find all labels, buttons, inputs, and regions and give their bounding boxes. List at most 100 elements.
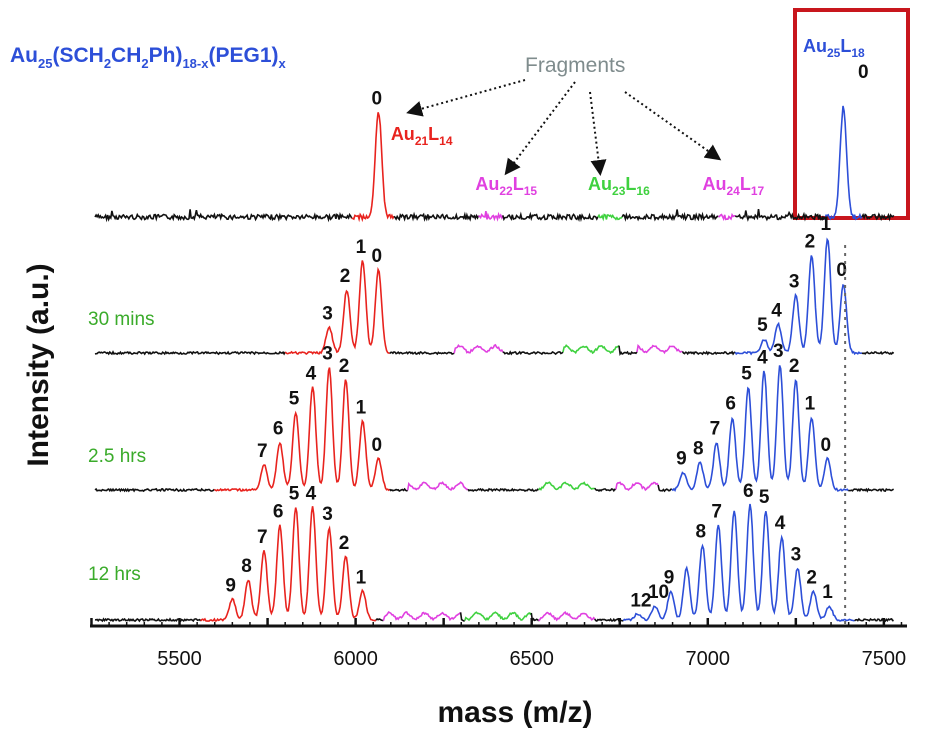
box-label-part: L	[840, 36, 851, 56]
peak-label: 6	[725, 394, 736, 415]
peak-label: 4	[775, 513, 786, 534]
fragment-label-part: Au	[475, 174, 499, 194]
spectrum-segment	[657, 484, 672, 493]
peak-label: 2	[805, 231, 816, 252]
spectrum-segment	[538, 481, 595, 491]
time-label: 2.5 hrs	[88, 446, 146, 467]
fragment-label-part: L	[625, 174, 636, 194]
peak-label: 4	[306, 364, 317, 385]
title-sub: x	[279, 56, 287, 71]
spectrum-segment	[671, 365, 849, 492]
spectrum-segment	[622, 503, 855, 622]
spectrum-segment	[861, 212, 895, 222]
fragment-label-part: Au	[588, 174, 612, 194]
peak-label: 5	[757, 315, 768, 336]
peak-label: 3	[791, 544, 802, 565]
fragment-arrow	[504, 81, 576, 176]
peak-label: 7	[710, 419, 721, 440]
peak-label: 5	[759, 487, 770, 508]
peak-label: 0	[372, 246, 383, 267]
peak-label: 2	[339, 533, 350, 554]
spectrum-segment	[467, 487, 540, 493]
y-axis-label: Intensity (a.u.)	[22, 263, 55, 466]
peak-label: 5	[289, 389, 300, 410]
fragment-label: Au24L17	[703, 174, 765, 198]
spectrum-segment	[618, 345, 638, 357]
spectrum-segment	[389, 487, 409, 492]
peak-label: 1	[822, 582, 833, 603]
highlight-box	[793, 8, 910, 220]
title-sub: 25	[38, 56, 52, 71]
x-axis-label: mass (m/z)	[437, 696, 592, 729]
fragment-label-part: Au	[391, 124, 415, 144]
spectrum-segment	[502, 350, 564, 356]
title-sub: 2	[104, 56, 111, 71]
title-part: Ph)	[149, 44, 183, 67]
spectrum-trace	[94, 105, 895, 223]
spectrum-segment	[681, 350, 736, 356]
highlight-peak-label: 0	[858, 62, 869, 83]
peak-label: 2	[789, 356, 800, 377]
peak-label: 5	[741, 364, 752, 385]
peak-label: 6	[273, 502, 284, 523]
title-sub: 2	[141, 56, 148, 71]
peak-label: 9	[664, 567, 675, 588]
spectrum-segment	[861, 350, 895, 356]
fragment-label-part: 23	[612, 184, 626, 198]
peak-label: 8	[693, 439, 704, 460]
spectrum-segment	[389, 350, 455, 356]
fragment-label: Au21L14	[391, 124, 453, 148]
fragment-label: Au23L16	[588, 174, 650, 198]
spectrum-trace	[94, 503, 894, 623]
spectrum-segment	[530, 612, 540, 623]
spectrum-trace	[94, 365, 894, 493]
fragment-label-part: 21	[415, 134, 429, 148]
spectrum-segment	[594, 487, 616, 493]
fragment-label-part: 16	[636, 184, 650, 198]
fragment-label-part: 22	[499, 184, 513, 198]
fragment-arrow	[589, 91, 607, 176]
fragment-label-part: 24	[727, 184, 741, 198]
spectrum-segment	[718, 212, 736, 222]
peak-label: 0	[372, 435, 383, 456]
spectrum-segment	[382, 611, 462, 622]
fragment-label-part: 15	[524, 184, 538, 198]
spectrum-segment	[621, 209, 719, 222]
peak-label: 3	[322, 504, 333, 525]
x-tick-label: 7500	[862, 648, 907, 670]
peak-label: 4	[771, 300, 782, 321]
fragment-label-part: L	[513, 174, 524, 194]
spectrum-segment	[94, 617, 202, 623]
box-label-part: Au	[803, 36, 827, 56]
box-label-sub: 18	[851, 46, 865, 60]
x-tick-label: 6000	[333, 648, 378, 670]
peak-label: 4	[306, 483, 317, 504]
spectrum-segment	[453, 343, 504, 354]
time-label: 12 hrs	[88, 564, 141, 585]
spectrum-segment	[854, 617, 894, 623]
fragment-label-part: Au	[703, 174, 727, 194]
peak-label: 6	[273, 419, 284, 440]
peak-label: 7	[711, 502, 722, 523]
peak-label: 12	[630, 590, 651, 611]
highlight-box-label: Au25L18	[803, 36, 865, 60]
spectrum-segment	[459, 612, 466, 622]
fragments-annotation: Fragments	[525, 54, 625, 77]
fragment-label-part: L	[740, 174, 751, 194]
spectrum-segment	[734, 208, 825, 222]
peak-label: 2	[340, 266, 351, 287]
spectrum-segment	[502, 211, 599, 223]
spectrum-segment	[615, 481, 659, 492]
spectrum-segment	[478, 210, 504, 222]
x-axis: 5500 6000 6500 7000 7500	[90, 618, 907, 670]
spectrum-segment	[406, 481, 469, 492]
peak-label: 1	[356, 567, 367, 588]
box-label-sub: 25	[827, 46, 841, 60]
fragment-arrow	[624, 91, 722, 161]
fragment-arrow	[406, 79, 526, 117]
peak-label: 1	[821, 214, 832, 235]
spectrum-segment	[200, 506, 377, 622]
spectrum-segment	[94, 209, 353, 223]
